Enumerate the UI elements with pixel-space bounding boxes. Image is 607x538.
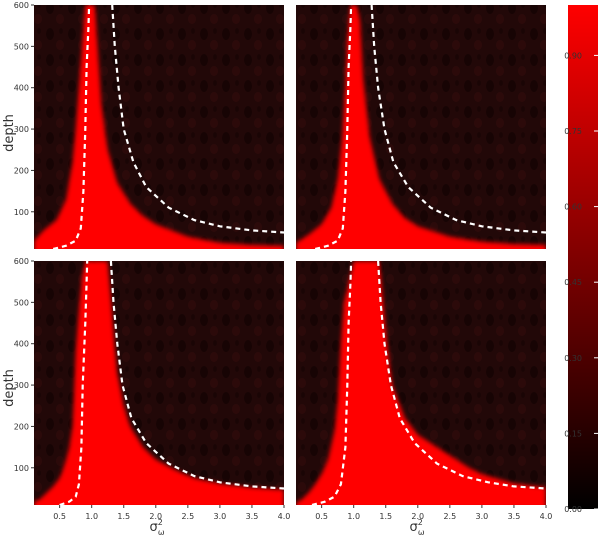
y-tick-label: 100: [14, 208, 29, 217]
x-tick-label: 3.5: [508, 512, 521, 521]
x-tick-label: 0.5: [53, 512, 66, 521]
colorbar-tick-label: 0.60: [564, 203, 582, 212]
x-tick-label: 0.5: [315, 512, 328, 521]
left-boundary-curve: [311, 261, 353, 505]
panel-bottom-left: [34, 261, 284, 505]
x-tick-label: 3.5: [246, 512, 259, 521]
y-axis-label-bottom: depth: [2, 369, 17, 407]
colorbar: 0.00 0.15 0.30 0.45 0.60 0.75 0.90: [564, 5, 598, 514]
high-value-region: [296, 261, 546, 505]
y-axis-label-top: depth: [2, 114, 17, 152]
panel-bottom-right: [296, 261, 546, 505]
left-boundary-curve: [52, 5, 91, 249]
high-value-region: [34, 5, 284, 249]
x-tick-label: 4.0: [540, 512, 553, 521]
x-axis-label-left: σ2 ω: [149, 518, 164, 537]
y-tick-label: 200: [14, 422, 29, 431]
x-tick-label: 2.0: [411, 512, 424, 521]
right-boundary-curve: [111, 5, 284, 234]
y-tick-label: 500: [14, 42, 29, 51]
colorbar-tick-label: 0.75: [564, 127, 582, 136]
high-value-region: [296, 5, 546, 249]
x-label-right-sub: ω: [418, 528, 425, 537]
x-tick-label: 1.5: [379, 512, 392, 521]
y-tick-label: 600: [14, 1, 29, 10]
x-axis-label-right: σ2 ω: [409, 518, 424, 537]
panel-top-right: [296, 5, 546, 249]
panel-top-left: [34, 5, 284, 249]
y-tick-label: 300: [14, 381, 29, 390]
y-tick-label: 500: [14, 298, 29, 307]
axes-layer: 100 200 300 400 500 600 100 200 300 400 500 600 0.5 1…: [14, 1, 553, 521]
x-tick-label: 1.0: [347, 512, 360, 521]
colorbar-tick-label: 0.45: [564, 278, 582, 287]
x-tick-label: 4.0: [278, 512, 291, 521]
x-tick-label: 2.5: [181, 512, 194, 521]
y-tick-label: 400: [14, 340, 29, 349]
colorbar-tick-label: 0.90: [564, 51, 582, 60]
colorbar-tick-label: 0.00: [564, 505, 582, 514]
x-label-left-sup: 2: [158, 518, 163, 527]
y-tick-label: 100: [14, 464, 29, 473]
panels-layer: [34, 5, 546, 505]
left-boundary-curve: [59, 261, 89, 505]
colorbar-tick-label: 0.30: [564, 354, 582, 363]
x-tick-label: 1.5: [117, 512, 130, 521]
left-boundary-curve: [314, 5, 353, 249]
x-label-right-sup: 2: [418, 518, 423, 527]
colorbar-ticks: 0.00 0.15 0.30 0.45 0.60 0.75 0.90: [564, 51, 598, 514]
x-label-right-base: σ: [409, 520, 417, 535]
x-label-left-sub: ω: [158, 528, 165, 537]
x-tick-label: 3.0: [214, 512, 227, 521]
x-tick-label: 3.0: [476, 512, 489, 521]
colorbar-tick-label: 0.15: [564, 429, 582, 438]
colorbar-gradient: [568, 5, 598, 509]
y-tick-label: 200: [14, 166, 29, 175]
y-tick-label: 600: [14, 257, 29, 266]
high-value-region: [34, 261, 284, 505]
x-tick-label: 1.0: [85, 512, 98, 521]
x-tick-label: 2.5: [443, 512, 456, 521]
x-label-left-base: σ: [149, 520, 157, 535]
right-boundary-curve: [377, 261, 546, 490]
right-boundary-curve: [109, 261, 284, 490]
y-tick-label: 300: [14, 125, 29, 134]
y-tick-label: 400: [14, 84, 29, 93]
x-tick-label: 2.0: [149, 512, 162, 521]
